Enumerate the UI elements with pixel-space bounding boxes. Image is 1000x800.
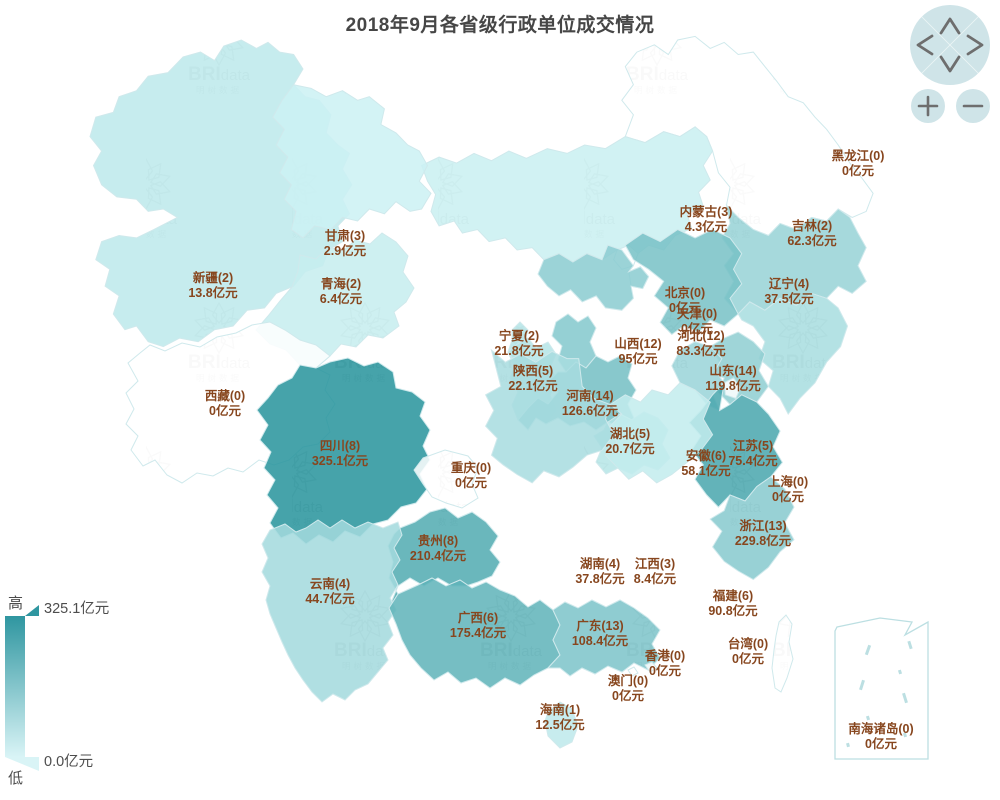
svg-text:新疆(2): 新疆(2)	[193, 270, 233, 285]
svg-text:8.4亿元: 8.4亿元	[634, 571, 677, 586]
svg-text:6.4亿元: 6.4亿元	[320, 291, 363, 306]
svg-text:南海诸岛(0): 南海诸岛(0)	[848, 721, 913, 736]
svg-text:12.5亿元: 12.5亿元	[535, 717, 585, 732]
svg-text:广东(13): 广东(13)	[576, 618, 623, 633]
svg-text:黑龙江(0): 黑龙江(0)	[832, 148, 885, 163]
svg-text:0亿元: 0亿元	[612, 688, 644, 703]
svg-text:低: 低	[8, 770, 23, 787]
svg-text:湖南(4): 湖南(4)	[580, 556, 620, 571]
svg-text:90.8亿元: 90.8亿元	[708, 603, 758, 618]
svg-text:安徽(6): 安徽(6)	[686, 448, 726, 463]
svg-text:126.6亿元: 126.6亿元	[562, 403, 619, 418]
svg-text:西藏(0): 西藏(0)	[205, 388, 245, 403]
svg-text:北京(0): 北京(0)	[665, 285, 705, 300]
svg-text:辽宁(4): 辽宁(4)	[769, 276, 809, 291]
svg-text:0亿元: 0亿元	[865, 736, 897, 751]
svg-text:0亿元: 0亿元	[772, 489, 804, 504]
svg-text:325.1亿元: 325.1亿元	[312, 453, 369, 468]
svg-text:澳门(0): 澳门(0)	[608, 673, 648, 688]
svg-text:0亿元: 0亿元	[649, 663, 681, 678]
svg-text:20.7亿元: 20.7亿元	[605, 441, 655, 456]
svg-text:云南(4): 云南(4)	[310, 576, 350, 591]
svg-text:22.1亿元: 22.1亿元	[508, 378, 558, 393]
svg-text:山东(14): 山东(14)	[709, 363, 756, 378]
svg-text:陕西(5): 陕西(5)	[513, 363, 553, 378]
svg-text:山西(12): 山西(12)	[614, 336, 661, 351]
svg-text:浙江(13): 浙江(13)	[739, 518, 786, 533]
svg-text:58.1亿元: 58.1亿元	[681, 463, 731, 478]
svg-text:上海(0): 上海(0)	[768, 474, 808, 489]
svg-text:香港(0): 香港(0)	[644, 648, 685, 663]
svg-text:108.4亿元: 108.4亿元	[572, 633, 629, 648]
svg-text:75.4亿元: 75.4亿元	[728, 453, 778, 468]
svg-text:福建(6): 福建(6)	[712, 588, 753, 603]
svg-text:210.4亿元: 210.4亿元	[410, 548, 467, 563]
svg-text:台湾(0): 台湾(0)	[728, 636, 768, 651]
svg-text:119.8亿元: 119.8亿元	[705, 378, 761, 393]
svg-text:天津(0): 天津(0)	[677, 306, 717, 321]
svg-text:四川(8): 四川(8)	[320, 439, 360, 453]
svg-text:江西(3): 江西(3)	[635, 556, 675, 571]
svg-text:宁夏(2): 宁夏(2)	[499, 328, 539, 343]
svg-text:内蒙古(3): 内蒙古(3)	[680, 204, 733, 219]
svg-text:青海(2): 青海(2)	[321, 276, 361, 291]
svg-text:甘肃(3): 甘肃(3)	[325, 228, 365, 243]
svg-text:江苏(5): 江苏(5)	[733, 438, 773, 453]
svg-text:贵州(8): 贵州(8)	[418, 533, 458, 548]
svg-text:44.7亿元: 44.7亿元	[305, 591, 355, 606]
svg-text:湖北(5): 湖北(5)	[610, 426, 650, 441]
svg-text:37.5亿元: 37.5亿元	[764, 291, 814, 306]
svg-text:325.1亿元: 325.1亿元	[44, 600, 109, 617]
svg-text:37.8亿元: 37.8亿元	[575, 571, 625, 586]
svg-text:0亿元: 0亿元	[209, 403, 241, 418]
svg-text:河北(12): 河北(12)	[677, 328, 724, 343]
svg-text:0亿元: 0亿元	[842, 163, 874, 178]
svg-text:13.8亿元: 13.8亿元	[188, 285, 238, 300]
svg-text:广西(6): 广西(6)	[458, 610, 498, 625]
svg-text:海南(1): 海南(1)	[540, 702, 580, 717]
svg-text:21.8亿元: 21.8亿元	[494, 343, 544, 358]
svg-text:229.8亿元: 229.8亿元	[735, 533, 792, 548]
svg-text:0亿元: 0亿元	[732, 651, 764, 666]
svg-text:0亿元: 0亿元	[455, 475, 487, 490]
svg-text:吉林(2): 吉林(2)	[792, 218, 832, 233]
svg-text:83.3亿元: 83.3亿元	[676, 343, 726, 358]
svg-text:2.9亿元: 2.9亿元	[324, 243, 367, 258]
svg-text:62.3亿元: 62.3亿元	[787, 233, 837, 248]
svg-text:重庆(0): 重庆(0)	[451, 460, 491, 475]
svg-text:175.4亿元: 175.4亿元	[450, 625, 507, 640]
svg-text:0.0亿元: 0.0亿元	[44, 753, 93, 770]
svg-text:河南(14): 河南(14)	[566, 388, 613, 403]
svg-text:95亿元: 95亿元	[619, 351, 658, 366]
svg-text:高: 高	[8, 595, 23, 612]
svg-text:4.3亿元: 4.3亿元	[685, 219, 728, 234]
